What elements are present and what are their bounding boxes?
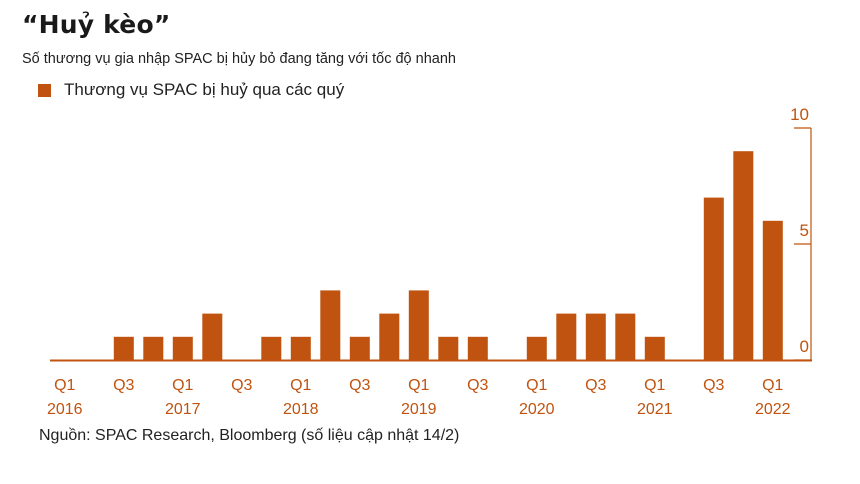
chart-legend: Thương vụ SPAC bị huỷ qua các quý xyxy=(38,80,344,100)
y-tick-label: 0 xyxy=(800,337,809,356)
x-tick-quarter-label: Q1 xyxy=(172,377,193,394)
bar xyxy=(762,220,783,360)
bar xyxy=(379,313,400,360)
bar xyxy=(172,336,193,360)
y-tick-label: 10 xyxy=(790,105,809,124)
x-tick-quarter-label: Q1 xyxy=(526,377,547,394)
x-tick-quarter-label: Q3 xyxy=(703,377,724,394)
x-tick-year-label: 2019 xyxy=(401,401,437,418)
chart-subtitle: Số thương vụ gia nhập SPAC bị hủy bỏ đan… xyxy=(22,51,456,67)
bar xyxy=(290,336,311,360)
x-tick-quarter-label: Q3 xyxy=(467,377,488,394)
x-tick-year-label: 2022 xyxy=(755,401,791,418)
x-tick-quarter-label: Q1 xyxy=(644,377,665,394)
x-tick-quarter-label: Q1 xyxy=(762,377,783,394)
bar xyxy=(733,151,754,360)
bar xyxy=(526,336,547,360)
x-axis: Q1 2016 Q3 Q1 2017 Q3 Q1 2018 Q3 Q1 2019 Q3 Q1 2020 Q3… xyxy=(47,377,791,418)
bar xyxy=(261,336,282,360)
x-tick-quarter-label: Q1 xyxy=(408,377,429,394)
source-note: Nguồn: SPAC Research, Bloomberg (số liệu… xyxy=(39,427,460,444)
x-tick-year-label: 2016 xyxy=(47,401,83,418)
x-tick-quarter-label: Q3 xyxy=(231,377,252,394)
x-tick-quarter-label: Q3 xyxy=(113,377,134,394)
bar xyxy=(644,336,665,360)
chart-title: “Huỷ kèo” xyxy=(22,10,171,39)
bar xyxy=(113,336,134,360)
x-tick-quarter-label: Q1 xyxy=(54,377,75,394)
legend-swatch xyxy=(38,83,51,97)
bar xyxy=(408,290,429,360)
x-tick-year-label: 2021 xyxy=(637,401,673,418)
bar xyxy=(703,197,724,360)
bar xyxy=(202,313,223,360)
bar xyxy=(320,290,341,360)
bars-group xyxy=(113,151,783,360)
bar xyxy=(349,336,370,360)
y-axis: 10 5 0 xyxy=(790,105,812,361)
bar xyxy=(143,336,164,360)
x-tick-quarter-label: Q3 xyxy=(349,377,370,394)
bar xyxy=(556,313,577,360)
x-tick-quarter-label: Q1 xyxy=(290,377,311,394)
x-tick-year-label: 2018 xyxy=(283,401,319,418)
y-tick-label: 5 xyxy=(800,221,809,240)
bar xyxy=(438,336,459,360)
bar xyxy=(615,313,636,360)
x-tick-quarter-label: Q3 xyxy=(585,377,606,394)
x-tick-year-label: 2020 xyxy=(519,401,555,418)
x-tick-year-label: 2017 xyxy=(165,401,201,418)
bar xyxy=(585,313,606,360)
legend-label: Thương vụ SPAC bị huỷ qua các quý xyxy=(64,80,345,99)
bar xyxy=(467,336,488,360)
